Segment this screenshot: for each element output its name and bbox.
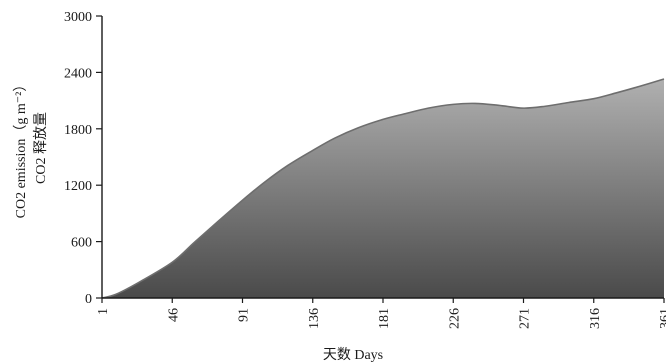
x-tick-label: 136 [307,308,322,329]
emission-curve [101,78,665,299]
y-tick-label: 600 [71,236,92,251]
x-tick-label: 271 [518,308,533,329]
y-axis-ticks: 0 600 1200 1800 2400 3000 [64,10,102,307]
x-tick-label: 91 [237,308,252,322]
x-tick-label: 181 [377,308,392,329]
y-tick-label: 1800 [64,123,92,138]
x-axis-title: 天数 Days [323,347,383,363]
y-tick-label: 3000 [64,10,92,25]
x-tick-label: 316 [588,308,603,329]
y-axis-title-en: CO2 emission（g m⁻²） [13,78,29,219]
y-axis-title-zh: CO2 释放量 [33,112,49,184]
y-tick-label: 1200 [64,179,92,194]
x-axis-ticks: 1 46 91 136 181 226 271 316 361 [96,298,666,329]
x-tick-label: 46 [166,308,181,322]
y-tick-label: 2400 [64,66,92,81]
y-tick-label: 0 [85,292,92,307]
x-tick-label: 1 [96,308,111,315]
x-tick-label: 226 [447,308,462,329]
x-tick-label: 361 [658,308,666,329]
emission-area [102,78,664,298]
